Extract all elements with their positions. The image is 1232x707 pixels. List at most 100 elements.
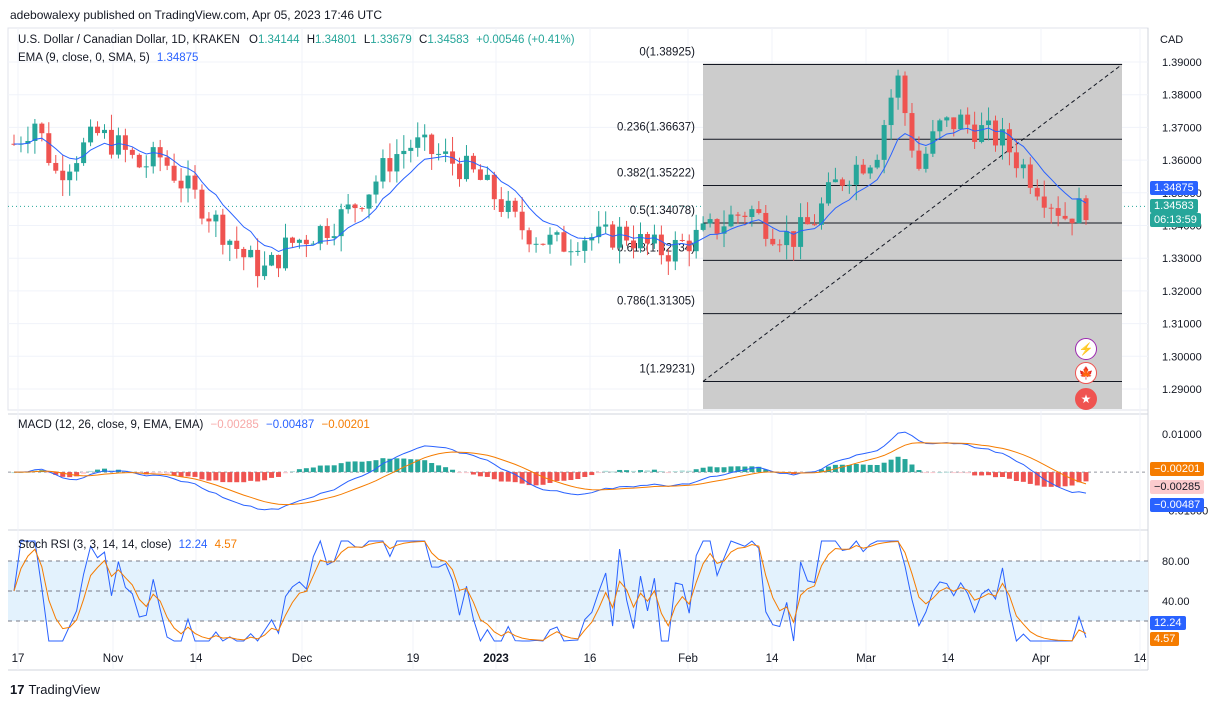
candle-body [366, 194, 372, 209]
macd-hist-bar [631, 470, 637, 473]
macd-hist-bar [603, 470, 609, 473]
candle-body [457, 163, 463, 180]
candle-body [993, 120, 999, 146]
macd-hist-bar [429, 463, 435, 473]
candle-body [213, 214, 219, 222]
macd-signal-tag: −0.00201 [1150, 462, 1205, 476]
macd-hist-bar [860, 464, 866, 473]
candle-body [916, 150, 922, 169]
candle-body [979, 125, 985, 142]
stoch-d-tag: 4.57 [1150, 632, 1180, 646]
candle-body [700, 223, 706, 230]
macd-hist-bar [366, 461, 372, 473]
symbol-legend[interactable]: U.S. Dollar / Canadian Dollar, 1D, KRAKE… [18, 34, 575, 46]
candle-body [547, 234, 553, 245]
candle-body [944, 117, 950, 121]
macd-hist-bar [944, 471, 950, 473]
ema-legend[interactable]: EMA (9, close, 0, SMA, 5) 1.34875 [18, 52, 198, 64]
candle-body [122, 135, 128, 150]
candle-body [1013, 152, 1019, 169]
macd-hist-bar [888, 459, 894, 473]
tv-brand-label: TradingView [28, 682, 101, 697]
ema-polyline [14, 127, 1087, 253]
candle-body [491, 174, 497, 200]
candle-body [394, 154, 400, 172]
candle-body [777, 244, 783, 246]
fib-level-label: 0.5(1.34078) [630, 205, 695, 217]
macd-line-value: −0.00487 [266, 419, 315, 431]
macd-hist-bar [958, 472, 964, 474]
macd-hist-bar [895, 456, 901, 473]
symbol-name: U.S. Dollar / Canadian Dollar, 1D, KRAKE… [18, 34, 240, 46]
macd-hist-bar [491, 472, 497, 480]
candle-body [519, 211, 525, 231]
macd-hist-bar [401, 458, 407, 473]
macd-hist-bar [644, 470, 650, 473]
price-tick-label: 1.30000 [1162, 351, 1202, 363]
candle-body [269, 254, 275, 266]
macd-hist-bar [171, 472, 177, 476]
price-tick-label: 1.36000 [1162, 155, 1202, 167]
macd-hist-bar [276, 472, 282, 477]
macd-hist-bar [1083, 472, 1089, 482]
us-flag-icon[interactable]: ★ [1075, 388, 1097, 410]
macd-legend[interactable]: MACD (12, 26, close, 9, EMA, EMA) −0.002… [18, 419, 370, 431]
candle-body [352, 204, 358, 209]
canada-flag-icon[interactable]: 🍁 [1075, 362, 1097, 384]
candle-body [888, 97, 894, 126]
candle-body [1069, 218, 1075, 224]
macd-hist-bar [415, 459, 421, 473]
candle-body [1027, 164, 1033, 188]
price-tick-label: 1.33000 [1162, 253, 1202, 265]
candle-body [582, 240, 588, 251]
stoch-tick-label: 40.00 [1162, 596, 1190, 608]
macd-hist-bar [317, 465, 323, 473]
macd-hist-bar [46, 472, 52, 474]
candle-body [874, 159, 880, 168]
time-tick-label: 16 [584, 653, 597, 665]
macd-hist-bar [95, 469, 101, 473]
macd-hist-bar [269, 472, 275, 478]
stoch-k-tag: 12.24 [1150, 616, 1186, 630]
change-value: +0.00546 (+0.41%) [476, 34, 575, 46]
candle-body [860, 164, 866, 174]
candle-body [651, 234, 657, 244]
macd-legend-label: MACD (12, 26, close, 9, EMA, EMA) [18, 419, 204, 431]
macd-hist-bar [923, 472, 929, 474]
candle-body [533, 243, 539, 245]
candle-body [512, 200, 518, 212]
candle-body [756, 209, 762, 213]
candle-body [248, 249, 254, 258]
candle-body [812, 224, 818, 226]
macd-hist-bar [1055, 472, 1061, 487]
candle-body [568, 251, 574, 253]
macd-hist-bar [157, 472, 163, 474]
candle-body [526, 230, 532, 245]
stoch-legend[interactable]: Stoch RSI (3, 3, 14, 14, close) 12.24 4.… [18, 539, 237, 551]
stoch-rsi-pane [8, 539, 1148, 643]
macd-hist-bar [352, 461, 358, 473]
candle-body [672, 239, 678, 262]
candle-body [477, 169, 483, 180]
candle-body [665, 255, 671, 262]
time-tick-label: 14 [766, 653, 779, 665]
macd-hist-bar [846, 465, 852, 473]
candle-body [157, 147, 163, 158]
macd-hist-bar [178, 472, 184, 477]
candle-body [171, 165, 177, 181]
macd-hist-bar [324, 465, 330, 473]
tradingview-logo[interactable]: 17 TradingView [10, 682, 100, 697]
candle-body [540, 243, 546, 245]
candle-body [143, 166, 149, 168]
candle-body [387, 158, 393, 172]
macd-hist-bar [721, 467, 727, 473]
candle-body [199, 189, 205, 219]
candle-body [324, 226, 330, 238]
candle-body [846, 184, 852, 186]
ema-legend-label: EMA (9, close, 0, SMA, 5) [18, 52, 150, 64]
candle-body [1055, 208, 1061, 216]
lightning-icon[interactable]: ⚡ [1075, 338, 1097, 360]
candle-body [951, 117, 957, 130]
candle-body [589, 237, 595, 241]
